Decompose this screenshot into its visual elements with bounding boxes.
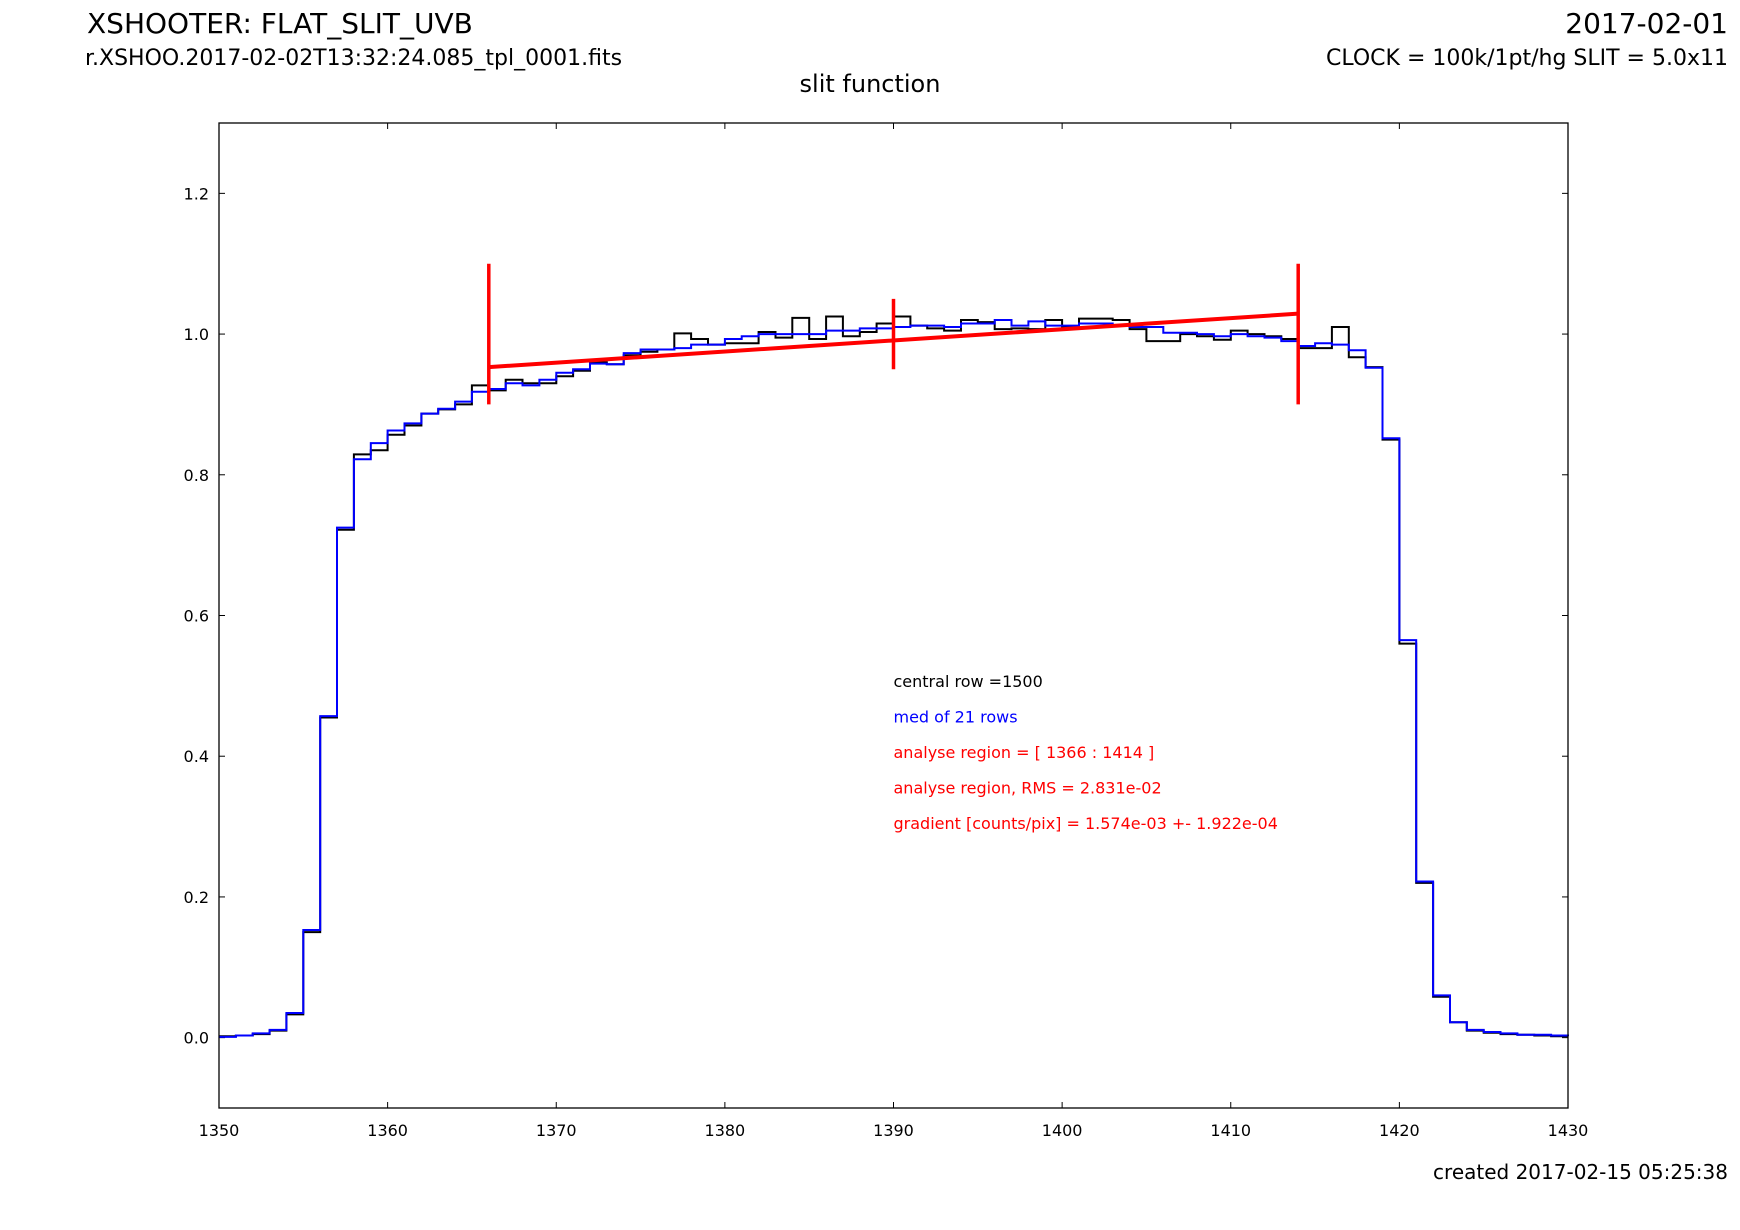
x-tick-label: 1420 (1379, 1121, 1420, 1140)
x-tick-label: 1380 (705, 1121, 746, 1140)
chart-title: slit function (799, 70, 941, 98)
x-tick-label: 1350 (199, 1121, 240, 1140)
y-tick-label: 0.4 (184, 747, 209, 766)
annotation-text: gradient [counts/pix] = 1.574e-03 +- 1.9… (894, 814, 1278, 833)
annotation-text: analyse region = [ 1366 : 1414 ] (894, 743, 1155, 762)
y-tick-label: 1.2 (184, 184, 209, 203)
axis-ticks: 1350 1360 1370 1380 1390 1400 1410 1420 1430 0.0 0… (184, 123, 1589, 1140)
y-tick-label: 0.2 (184, 888, 209, 907)
annotation-text: analyse region, RMS = 2.831e-02 (894, 779, 1162, 798)
y-tick-label: 0.8 (184, 466, 209, 485)
annotation-layer: central row =1500 med of 21 rows analyse r… (894, 672, 1278, 833)
fit-layer (487, 263, 1300, 405)
x-tick-label: 1430 (1548, 1121, 1589, 1140)
report-date: 2017-02-01 (1565, 7, 1728, 40)
file-name: r.XSHOO.2017-02-02T13:32:24.085_tpl_0001… (85, 46, 623, 71)
x-tick-label: 1360 (367, 1121, 408, 1140)
plot-frame (218, 122, 1569, 1109)
x-tick-label: 1390 (873, 1121, 914, 1140)
y-tick-label: 1.0 (184, 325, 209, 344)
annotation-text: med of 21 rows (894, 708, 1018, 727)
report-title: XSHOOTER: FLAT_SLIT_UVB (87, 7, 473, 40)
created-timestamp: created 2017-02-15 05:25:38 (1433, 1160, 1728, 1184)
y-tick-label: 0.0 (184, 1029, 209, 1048)
x-tick-label: 1370 (536, 1121, 577, 1140)
x-tick-label: 1410 (1210, 1121, 1251, 1140)
clock-slit-info: CLOCK = 100k/1pt/hg SLIT = 5.0x11 (1326, 46, 1728, 71)
x-tick-label: 1400 (1042, 1121, 1083, 1140)
y-tick-label: 0.6 (184, 607, 209, 626)
annotation-text: central row =1500 (894, 672, 1043, 691)
